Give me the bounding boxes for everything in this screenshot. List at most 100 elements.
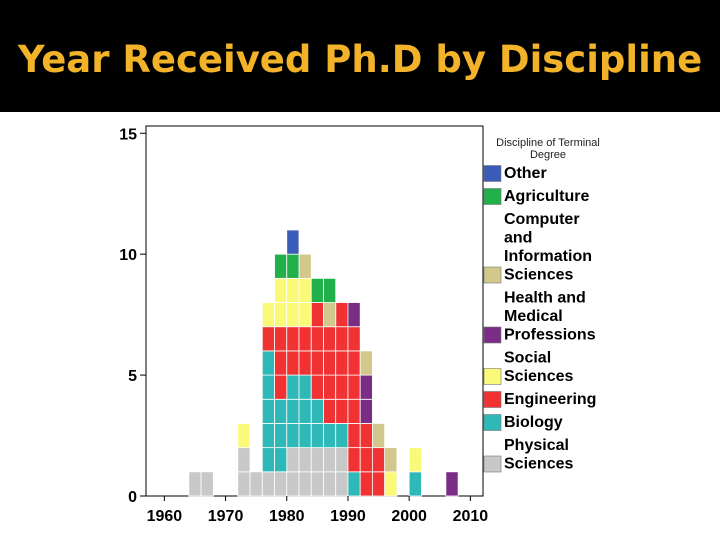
legend-label-computer-and-information-sciences: Computer and Information Sciences	[504, 211, 592, 284]
legend-title: Discipline of Terminal Degree	[496, 137, 600, 161]
legend-label-agriculture: Agriculture	[504, 188, 589, 205]
bar-segment-physical-sciences-1988	[335, 447, 349, 473]
y-tick-label-15: 15	[119, 126, 137, 143]
bar-segment-computer-and-information-sciences-1996	[384, 447, 398, 473]
bar-segment-social-sciences-1976	[261, 302, 275, 328]
bar-segment-health-and-medical-professions-2006	[445, 471, 459, 497]
bar-segment-engineering-1990	[347, 350, 361, 376]
bar-segment-engineering-1992	[359, 447, 373, 473]
bar-segment-biology-1980	[286, 374, 300, 400]
bar-segment-physical-sciences-1982	[298, 447, 312, 473]
bar-segment-social-sciences-1980	[286, 302, 300, 328]
legend-swatch-computer-and-information-sciences	[483, 266, 502, 284]
bar-segment-biology-1980	[286, 398, 300, 424]
x-tick-label-1960: 1960	[147, 508, 183, 525]
bar-segment-biology-1976	[261, 374, 275, 400]
bar-segment-engineering-1984	[310, 326, 324, 352]
bar-segment-engineering-1984	[310, 350, 324, 376]
bar-segment-engineering-1978	[274, 350, 288, 376]
bar-segment-biology-1984	[310, 423, 324, 449]
bar-segment-physical-sciences-1980	[286, 447, 300, 473]
y-tick-label-0: 0	[128, 489, 137, 506]
legend-label-physical-sciences: Physical Sciences	[504, 437, 573, 473]
y-tick-label-10: 10	[119, 247, 137, 264]
bar-segment-engineering-1980	[286, 350, 300, 376]
bar-segment-biology-1978	[274, 423, 288, 449]
bar-segment-biology-1982	[298, 423, 312, 449]
bar-segment-social-sciences-1978	[274, 302, 288, 328]
x-tick-label-2000: 2000	[391, 508, 427, 525]
legend-swatch-agriculture	[483, 188, 502, 205]
bar-segment-computer-and-information-sciences-1994	[372, 423, 386, 449]
bar-segment-engineering-1984	[310, 302, 324, 328]
bar-segment-engineering-1986	[323, 350, 337, 376]
bar-segment-engineering-1988	[335, 326, 349, 352]
bar-segment-biology-1976	[261, 423, 275, 449]
bar-segment-engineering-1990	[347, 398, 361, 424]
legend-swatch-social-sciences	[483, 368, 502, 385]
bar-segment-engineering-1978	[274, 374, 288, 400]
bar-segment-physical-sciences-1966	[200, 471, 214, 497]
bar-segment-physical-sciences-1978	[274, 471, 288, 497]
bar-segment-biology-1978	[274, 398, 288, 424]
bar-segment-biology-1976	[261, 447, 275, 473]
bar-segment-engineering-1976	[261, 326, 275, 352]
bar-segment-social-sciences-1982	[298, 302, 312, 328]
legend-label-health-and-medical-professions: Health and Medical Professions	[504, 290, 596, 344]
bar-segment-biology-2000	[408, 471, 422, 497]
bars-group	[188, 229, 459, 497]
bar-segment-engineering-1990	[347, 447, 361, 473]
x-tick-label-1970: 1970	[208, 508, 244, 525]
bar-segment-engineering-1990	[347, 326, 361, 352]
bar-segment-biology-1982	[298, 374, 312, 400]
legend-swatch-physical-sciences	[483, 455, 502, 473]
bar-segment-biology-1976	[261, 350, 275, 376]
legend-swatch-biology	[483, 414, 502, 431]
axes-group: 0 5 10 15 1960 1970 1980 1990 2000 2010	[119, 126, 488, 525]
bar-segment-engineering-1994	[372, 447, 386, 473]
bar-segment-agriculture-1984	[310, 277, 324, 303]
legend-swatch-health-and-medical-professions	[483, 326, 502, 344]
bar-segment-physical-sciences-1986	[323, 471, 337, 497]
x-tick-label-2010: 2010	[453, 508, 489, 525]
bar-segment-agriculture-1986	[323, 277, 337, 303]
legend-swatch-other	[483, 165, 502, 182]
legend-label-engineering: Engineering	[504, 391, 596, 408]
bar-segment-biology-1976	[261, 398, 275, 424]
bar-segment-engineering-1988	[335, 398, 349, 424]
bar-segment-engineering-1988	[335, 302, 349, 328]
bar-segment-physical-sciences-1972	[237, 447, 251, 473]
bar-segment-social-sciences-1972	[237, 423, 251, 449]
bar-segment-social-sciences-1980	[286, 277, 300, 303]
bar-segment-engineering-1992	[359, 471, 373, 497]
x-tick-label-1990: 1990	[330, 508, 366, 525]
bar-segment-health-and-medical-professions-1992	[359, 398, 373, 424]
bar-segment-biology-1984	[310, 398, 324, 424]
bar-segment-engineering-1980	[286, 326, 300, 352]
y-tick-label-5: 5	[128, 368, 137, 385]
bar-segment-computer-and-information-sciences-1992	[359, 350, 373, 376]
bar-segment-biology-1990	[347, 471, 361, 497]
bar-segment-engineering-1982	[298, 350, 312, 376]
bar-segment-engineering-1988	[335, 350, 349, 376]
bar-segment-social-sciences-1982	[298, 277, 312, 303]
bar-segment-engineering-1992	[359, 423, 373, 449]
bar-segment-physical-sciences-1972	[237, 471, 251, 497]
bar-segment-biology-1978	[274, 447, 288, 473]
bar-segment-engineering-1990	[347, 423, 361, 449]
slide-title: Year Received Ph.D by Discipline	[17, 38, 703, 81]
x-tick-label-1980: 1980	[269, 508, 305, 525]
bar-segment-social-sciences-1978	[274, 277, 288, 303]
legend-label-other: Other	[504, 165, 547, 182]
bar-segment-engineering-1986	[323, 398, 337, 424]
bar-segment-agriculture-1978	[274, 253, 288, 279]
bar-segment-computer-and-information-sciences-1982	[298, 253, 312, 279]
bar-segment-health-and-medical-professions-1992	[359, 374, 373, 400]
bar-segment-physical-sciences-1982	[298, 471, 312, 497]
bar-segment-engineering-1984	[310, 374, 324, 400]
bar-segment-biology-1988	[335, 423, 349, 449]
title-bar	[0, 0, 720, 112]
bar-segment-engineering-1990	[347, 374, 361, 400]
legend-label-social-sciences: Social Sciences	[504, 350, 573, 386]
